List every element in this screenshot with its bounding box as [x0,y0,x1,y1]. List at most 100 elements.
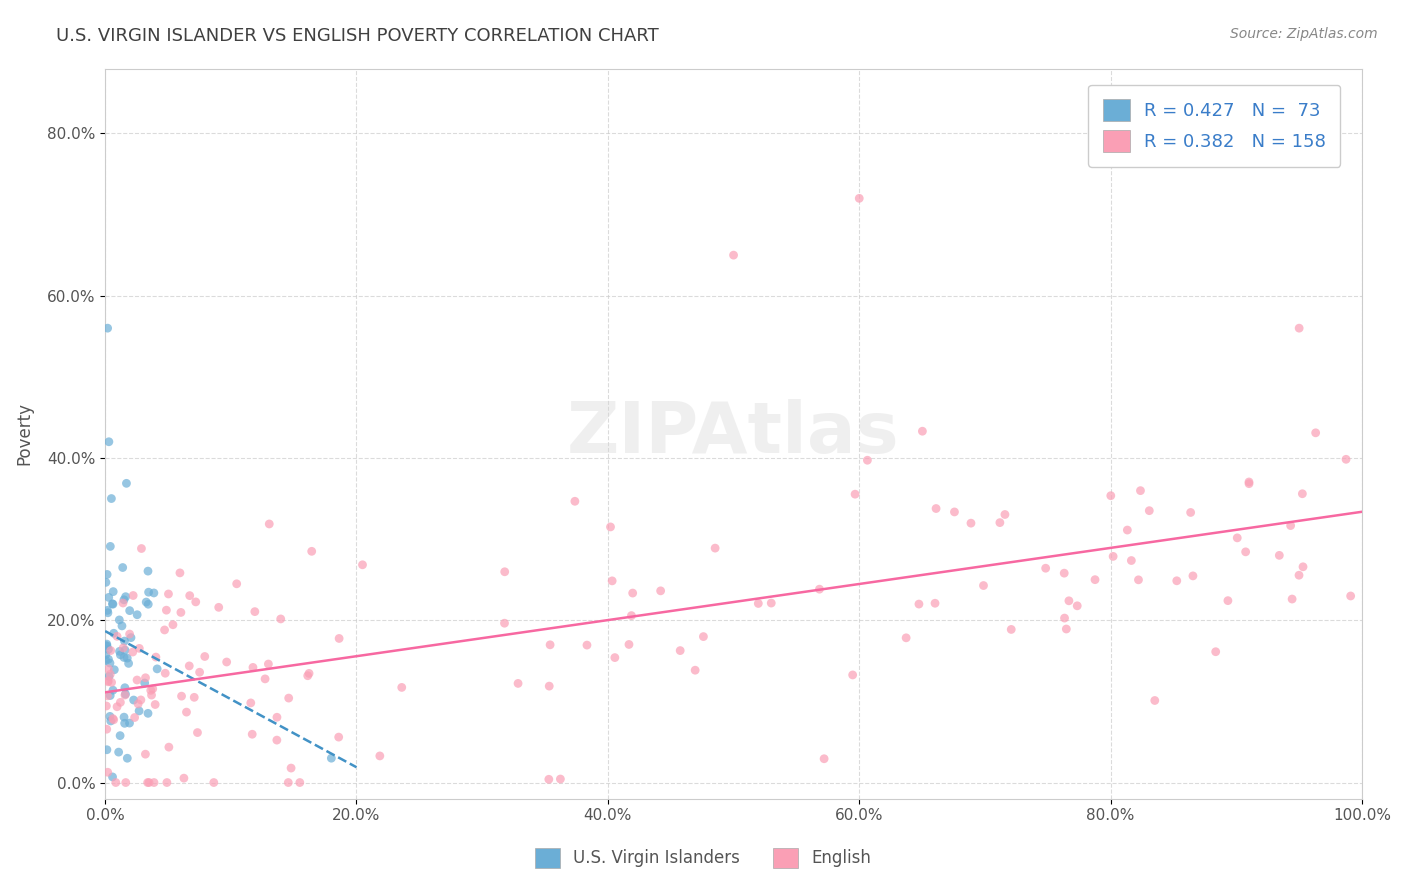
Point [101,770,124,784]
Point [104,775,127,789]
Text: U.S. VIRGIN ISLANDER VS ENGLISH POVERTY CORRELATION CHART: U.S. VIRGIN ISLANDER VS ENGLISH POVERTY … [56,27,659,45]
Point [112,650,135,665]
Point [139,683,162,698]
Point [127,607,149,622]
Point [575,638,598,652]
Point [368,748,391,763]
Point [136,706,159,721]
Point [96,743,118,757]
Point [202,775,225,789]
Point [96,637,118,651]
Point [97,642,120,657]
Text: Source: ZipAtlas.com: Source: ZipAtlas.com [1230,27,1378,41]
Point [215,655,238,669]
Point [118,627,141,641]
Point [117,751,139,765]
Point [143,775,166,789]
Point [321,751,343,765]
Point [240,727,263,741]
Point [118,716,141,731]
Point [1340,589,1362,603]
Point [136,564,159,578]
Point [620,608,643,623]
Point [194,649,217,664]
Point [600,574,623,588]
Point [494,616,516,631]
Point [103,584,125,599]
Point [96,639,118,653]
Point [960,516,983,531]
Point [1035,561,1057,575]
Point [1291,487,1313,501]
Point [96,567,118,582]
Point [1121,553,1143,567]
Point [94,639,117,653]
Point [128,704,150,718]
Point [96,603,118,617]
Point [103,626,125,640]
Point [108,613,131,627]
Point [111,560,134,574]
Point [94,575,117,590]
Point [669,643,692,657]
Point [257,657,280,671]
Point [242,660,264,674]
Point [943,505,966,519]
Point [270,612,292,626]
Point [117,651,139,665]
Point [100,643,122,657]
Point [704,541,727,555]
Point [121,645,143,659]
Point [692,630,714,644]
Point [114,716,136,731]
Point [143,698,166,712]
Point [1281,592,1303,607]
Point [97,606,120,620]
Point [110,695,132,709]
Point [298,666,321,681]
Point [1054,622,1077,636]
Point [162,617,184,632]
Point [1084,573,1107,587]
Point [98,540,121,554]
Point [134,676,156,690]
Point [761,596,783,610]
Point [170,689,193,703]
Point [328,632,350,646]
Point [97,591,120,605]
Point [908,597,931,611]
Point [115,476,138,491]
Point [146,662,169,676]
Point [564,494,586,508]
Point [134,671,156,685]
Legend: U.S. Virgin Islanders, English: U.S. Virgin Islanders, English [529,841,877,875]
Point [1143,693,1166,707]
Point [538,638,561,652]
Point [97,652,120,666]
Point [110,648,132,662]
Point [94,653,117,667]
Point [841,668,863,682]
Point [97,434,120,449]
Point [1181,569,1204,583]
Point [723,248,745,262]
Point [114,688,136,702]
Point [1129,483,1152,498]
Point [297,669,319,683]
Point [650,583,672,598]
Point [1137,504,1160,518]
Point [101,712,124,726]
Point [156,775,179,789]
Point [924,596,946,610]
Point [135,595,157,609]
Point [301,544,323,558]
Point [134,747,156,761]
Point [117,657,139,671]
Point [747,597,769,611]
Point [114,643,136,657]
Point [254,672,277,686]
Point [176,705,198,719]
Legend: R = 0.427   N =  73, R = 0.382   N = 158: R = 0.427 N = 73, R = 0.382 N = 158 [1088,85,1340,167]
Point [129,693,152,707]
Point [683,663,706,677]
